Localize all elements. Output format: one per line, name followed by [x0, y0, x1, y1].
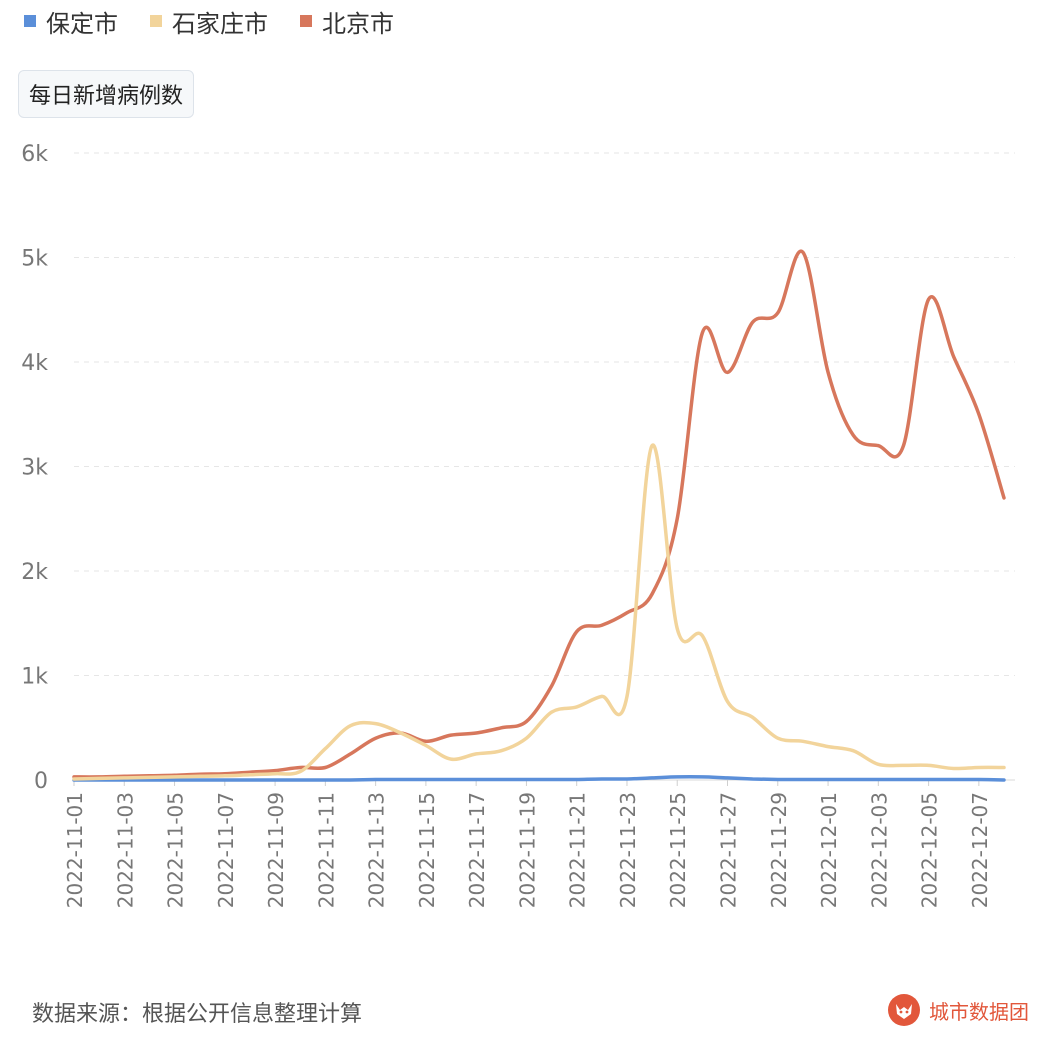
data-source-note: 数据来源：根据公开信息整理计算 — [32, 1002, 363, 1027]
fox-logo-icon — [888, 994, 920, 1026]
y-tick-label: 1k — [21, 665, 48, 690]
series-line-保定市 — [72, 775, 1006, 782]
x-tick-label: 2022-11-25 — [666, 792, 690, 908]
x-tick-label: 2022-11-17 — [465, 792, 489, 908]
x-tick-label: 2022-12-01 — [817, 792, 841, 908]
x-tick-label: 2022-12-07 — [968, 792, 992, 908]
legend-label: 北京市 — [322, 9, 394, 38]
legend-item-shijiazhuang[interactable]: 石家庄市 — [150, 4, 268, 39]
legend: 保定市 石家庄市 北京市 — [24, 4, 394, 38]
x-tick-label: 2022-11-07 — [214, 792, 238, 908]
x-tick-label: 2022-11-27 — [717, 792, 741, 908]
y-tick-label: 3k — [21, 456, 48, 481]
legend-label: 保定市 — [46, 9, 118, 38]
x-tick-label: 2022-11-01 — [63, 792, 87, 908]
y-tick-label: 2k — [21, 560, 48, 585]
x-tick-label: 2022-11-29 — [767, 792, 791, 908]
x-tick-label: 2022-11-11 — [314, 792, 338, 908]
y-tick-label: 6k — [21, 142, 48, 167]
x-tick-label: 2022-11-21 — [566, 792, 590, 908]
x-tick-label: 2022-11-09 — [264, 792, 288, 908]
legend-swatch-icon — [150, 15, 162, 27]
x-tick-label: 2022-11-23 — [616, 792, 640, 908]
y-tick-label: 4k — [21, 351, 48, 376]
x-tick-label: 2022-11-13 — [365, 792, 389, 908]
brand: 城市数据团 — [887, 993, 1029, 1027]
series-line-石家庄市 — [72, 443, 1006, 781]
metric-tab[interactable]: 每日新增病例数 — [18, 70, 194, 118]
x-tick-label: 2022-12-05 — [918, 792, 942, 908]
x-tick-label: 2022-12-03 — [867, 792, 891, 908]
legend-swatch-icon — [300, 15, 312, 27]
brand-name: 城市数据团 — [929, 999, 1029, 1024]
y-tick-label: 5k — [21, 247, 48, 272]
legend-item-beijing[interactable]: 北京市 — [300, 4, 394, 39]
x-tick-label: 2022-11-03 — [113, 792, 137, 908]
x-tick-label: 2022-11-15 — [415, 792, 439, 908]
legend-label: 石家庄市 — [172, 9, 268, 38]
y-tick-label: 0 — [34, 769, 48, 794]
line-chart: 0 1k 2k 3k 4k 5k 6k 2022-11-01 2022-11-03 2022-11… — [21, 142, 1015, 908]
series-line-北京市 — [72, 249, 1006, 779]
legend-swatch-icon — [24, 15, 36, 27]
x-tick-label: 2022-11-05 — [164, 792, 188, 908]
legend-item-baoding[interactable]: 保定市 — [24, 4, 118, 39]
x-tick-label: 2022-11-19 — [515, 792, 539, 908]
